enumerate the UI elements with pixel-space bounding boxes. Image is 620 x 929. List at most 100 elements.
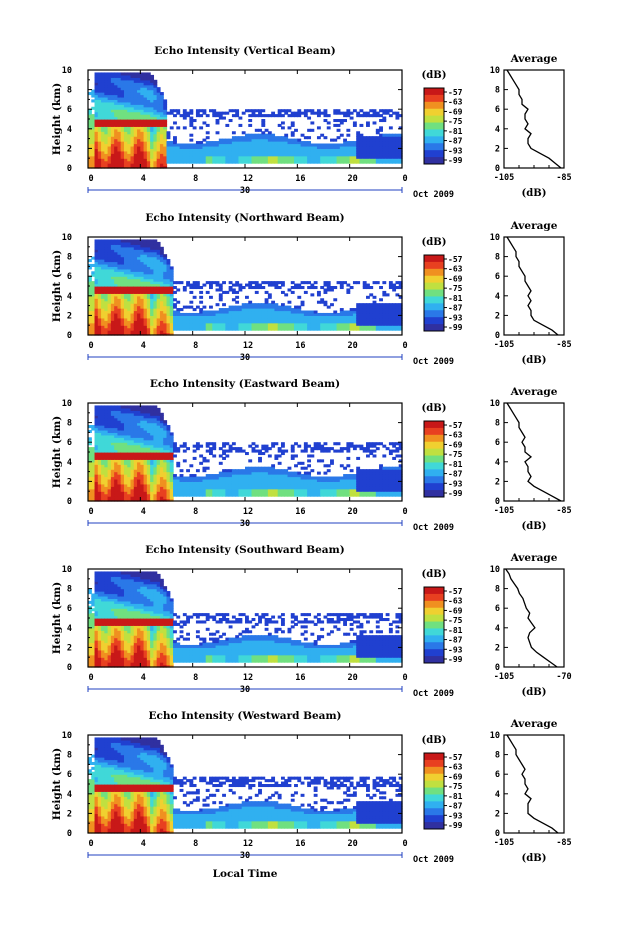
heatmap-cell <box>199 296 203 299</box>
heatmap-cell <box>189 291 193 294</box>
y-tick-label: 2 <box>67 311 72 321</box>
heatmap-cell <box>314 286 318 289</box>
colorbar-label: (dB) <box>422 237 447 248</box>
average-x-label: (dB) <box>522 355 547 366</box>
heatmap-cell <box>189 464 193 467</box>
heatmap-cell <box>310 129 314 132</box>
average-x-label: (dB) <box>522 188 547 199</box>
heatmap-cell <box>229 119 233 122</box>
colorbar-swatch <box>424 262 444 269</box>
heatmap-cell <box>346 129 350 132</box>
colorbar-tick-label: -87 <box>448 304 463 313</box>
y-tick-label: 8 <box>67 253 72 263</box>
heatmap-cell <box>288 301 292 304</box>
heatmap-cell <box>173 442 177 445</box>
heatmap-cell <box>356 281 360 284</box>
heatmap-cell <box>183 442 187 445</box>
colorbar-swatch <box>424 269 444 276</box>
colorbar-tick-label: -75 <box>448 284 463 293</box>
heatmap-cell <box>301 301 305 304</box>
heatmap-cell <box>209 296 213 299</box>
heatmap-cell <box>170 266 174 269</box>
colorbar-tick-label: -93 <box>448 146 463 155</box>
average-x-tick-label: -105 <box>494 340 514 350</box>
colorbar-tick-label: -81 <box>448 294 463 303</box>
heatmap-cell <box>261 286 265 289</box>
x-tick-label: 20 <box>348 174 358 184</box>
heatmap-cell <box>206 131 210 134</box>
y-tick-label: 2 <box>67 144 72 154</box>
y-tick-label: 10 <box>62 233 72 243</box>
panel-title: Echo Intensity (Eastward Beam) <box>150 378 340 390</box>
heatmap-cell <box>261 109 265 112</box>
x-tick-label: 8 <box>193 174 198 184</box>
heatmap-cell <box>317 126 321 129</box>
heatmap-cell <box>350 117 354 120</box>
average-y-tick-label: 2 <box>495 311 500 321</box>
heatmap-cell <box>206 459 210 462</box>
heatmap-cell <box>382 117 386 120</box>
colorbar-swatch <box>424 116 444 123</box>
heatmap-cell <box>245 296 249 299</box>
heatmap-cell <box>255 291 259 294</box>
colorbar-tick-label: -75 <box>448 117 463 126</box>
heatmap-cell <box>173 454 177 457</box>
heatmap-cell <box>173 136 177 139</box>
y-tick-label: 6 <box>67 272 72 282</box>
heatmap-cell <box>183 126 187 129</box>
heatmap-cell <box>176 288 180 291</box>
heatmap-cell <box>317 291 321 294</box>
heatmap-cell <box>389 126 393 129</box>
heatmap-cell <box>333 286 337 289</box>
heatmap-cell <box>212 454 216 457</box>
average-y-tick-label: 2 <box>495 144 500 154</box>
x-tick-label: 0 <box>402 341 407 351</box>
heatmap-cell <box>301 286 305 289</box>
heatmap-cell <box>248 124 252 127</box>
panel-3: Echo Intensity (Eastward Beam)02468100 4 8… <box>51 378 572 533</box>
colorbar-tick-label: -57 <box>448 88 463 97</box>
colorbar-tick-label: -99 <box>448 156 463 165</box>
x-tick-label: 12 <box>243 174 253 184</box>
heatmap-cell <box>307 136 311 139</box>
heatmap-cell <box>173 121 177 124</box>
heatmap-cell <box>314 281 318 284</box>
y-axis-label: Height (km) <box>51 250 63 322</box>
heatmap-cell <box>281 121 285 124</box>
heatmap-cell <box>157 242 161 245</box>
heatmap-cell <box>219 462 223 465</box>
heatmap-cell <box>193 296 197 299</box>
average-frame <box>504 70 564 168</box>
colorbar-tick-label: -63 <box>448 98 463 107</box>
heatmap-cell <box>238 124 242 127</box>
average-title: Average <box>510 220 558 232</box>
average-profile-line <box>507 237 558 335</box>
heatmap-cell <box>337 129 341 132</box>
heatmap-cell <box>307 117 311 120</box>
colorbar-swatch <box>424 102 444 109</box>
heatmap-cell <box>373 296 377 299</box>
colorbar-swatch <box>424 129 444 136</box>
heatmap-cell <box>238 117 242 120</box>
heatmap-cell <box>261 119 265 122</box>
average-profile-line <box>507 70 561 168</box>
colorbar-swatch <box>424 290 444 297</box>
heatmap-cell <box>186 469 190 472</box>
heatmap-cell <box>324 136 328 139</box>
heatmap-cell <box>324 301 328 304</box>
heatmap-cell <box>199 301 203 304</box>
colorbar-tick-label: -81 <box>448 127 463 136</box>
x-tick-label: 16 <box>295 341 305 351</box>
heatmap-cell <box>206 467 210 470</box>
heatmap-cell <box>235 301 239 304</box>
x-tick-label: 0 <box>88 174 93 184</box>
heatmap-cell <box>379 298 383 301</box>
heatmap-cell <box>176 109 180 112</box>
heatmap-cell <box>189 139 193 142</box>
y-tick-label: 4 <box>67 292 72 302</box>
heatmap-cells <box>88 72 403 168</box>
heatmap-cell <box>170 126 174 129</box>
heatmap-cell <box>284 293 288 296</box>
average-y-tick-label: 8 <box>495 86 500 96</box>
